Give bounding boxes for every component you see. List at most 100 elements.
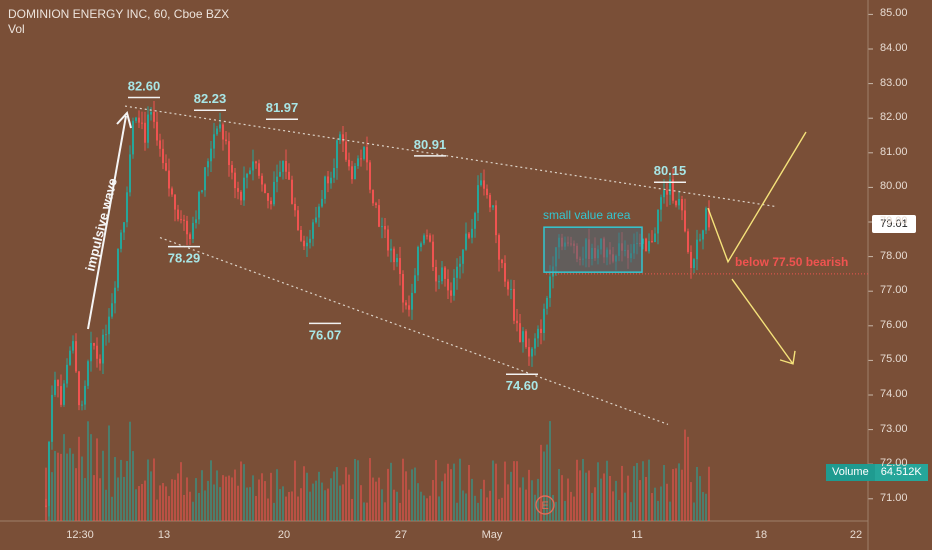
candle-body [672, 179, 674, 201]
volume-indicator-label[interactable]: Vol [8, 22, 25, 36]
volume-bar [78, 436, 80, 521]
candle-body [525, 331, 527, 348]
candle-body [369, 162, 371, 190]
candle-body [354, 166, 356, 180]
candle-body [420, 243, 422, 247]
volume-bar [486, 497, 488, 521]
candle-body [681, 198, 683, 211]
time-tick-label: 11 [631, 529, 643, 541]
level-label: 74.60 [506, 378, 539, 393]
candle-body [543, 308, 545, 334]
volume-bar [144, 480, 146, 521]
candle-body [237, 188, 239, 192]
candle-body [537, 328, 539, 339]
candle-body [651, 241, 653, 243]
bearish-projection [731, 278, 794, 365]
candle-body [177, 209, 179, 220]
volume-bar [606, 460, 608, 521]
candle-body [492, 205, 494, 208]
candle-body [423, 235, 425, 244]
volume-bar [381, 489, 383, 521]
volume-bar [156, 499, 158, 521]
earnings-marker-circle [535, 495, 555, 515]
volume-bar [213, 484, 215, 521]
candle-body [348, 159, 350, 167]
volume-bar [456, 502, 458, 521]
volume-bar [336, 467, 338, 521]
candle-body [291, 179, 293, 204]
volume-bar [549, 421, 551, 521]
volume-bar [246, 487, 248, 521]
candle-body [180, 219, 182, 221]
volume-bar [108, 425, 110, 521]
earnings-marker-label: E [541, 500, 548, 512]
volume-bar [462, 490, 464, 521]
candle-body [645, 238, 647, 252]
volume-bar [114, 457, 116, 521]
volume-bar [369, 458, 371, 521]
volume-bar [171, 479, 173, 521]
candle-body [360, 158, 362, 160]
volume-bar [90, 434, 92, 521]
price-tick-label: 82.00 [880, 111, 908, 124]
volume-bar [249, 487, 251, 521]
candle-body [366, 147, 368, 163]
volume-bar [348, 474, 350, 521]
candle-body [693, 259, 695, 269]
candle-body [339, 134, 341, 141]
candle-body [318, 206, 320, 218]
volume-bar [222, 475, 224, 521]
symbol-title[interactable]: DOMINION ENERGY INC, 60, Cboe BZX [8, 7, 230, 21]
volume-bar [396, 491, 398, 521]
volume-bar [618, 499, 620, 521]
candle-body [150, 112, 152, 115]
volume-bar [345, 467, 347, 521]
volume-bar [333, 471, 335, 521]
volume-bar [216, 470, 218, 521]
volume-bar [96, 438, 98, 521]
volume-bar [657, 500, 659, 521]
time-tick-label: 12:30 [66, 529, 94, 541]
volume-bar [150, 471, 152, 521]
price-tick-label: 76.00 [880, 318, 908, 331]
candle-body [363, 147, 365, 159]
volume-bar [207, 480, 209, 521]
volume-bar [423, 495, 425, 521]
volume-bar [414, 467, 416, 521]
candle-body [321, 198, 323, 207]
time-tick-label: 27 [394, 529, 408, 541]
price-tick-label: 85.00 [880, 7, 908, 20]
volume-bar [75, 468, 77, 521]
volume-bar [513, 461, 515, 521]
candle-body [327, 176, 329, 184]
candle-body [69, 350, 71, 365]
candle-body [696, 239, 698, 260]
price-tick-label: 84.00 [880, 42, 908, 54]
candle-body [513, 288, 515, 321]
candle-body [165, 163, 167, 171]
price-tick-label: 79.00 [880, 215, 908, 227]
candle-body [258, 163, 260, 176]
volume-bar [174, 479, 176, 521]
candle-body [654, 233, 656, 243]
level-label: 80.91 [414, 137, 447, 152]
volume-bar [264, 481, 266, 521]
candle-body [498, 235, 500, 260]
candle-body [642, 238, 644, 244]
candle-body [345, 141, 347, 160]
candle-body [453, 277, 455, 296]
volume-bar [231, 477, 233, 521]
volume-bar [468, 464, 470, 521]
volume-bar [600, 478, 602, 521]
candle-body [477, 185, 479, 213]
time-tick-label: 13 [157, 529, 171, 541]
volume-bar [390, 462, 392, 521]
volume-bar [168, 496, 170, 521]
volume-bar [651, 493, 653, 521]
volume-bar [528, 469, 530, 521]
volume-bar [147, 459, 149, 521]
candle-body [198, 191, 200, 220]
volume-bar [708, 466, 710, 521]
volume-bar [588, 470, 590, 521]
